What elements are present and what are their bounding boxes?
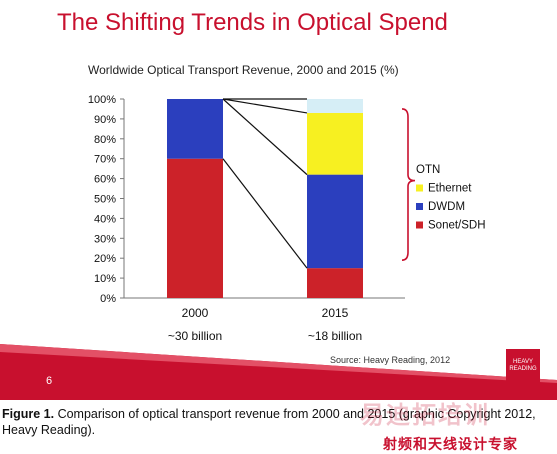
page-number: 6	[46, 375, 53, 387]
slide: 0% 10% 20% 30% 40% 50% 60% 70% 80% 90% 100% 2000 ~30…	[0, 9, 557, 400]
chart-canvas: 0% 10% 20% 30% 40% 50% 60% 70% 80% 90% 100% 2000 ~30…	[0, 94, 557, 400]
bar-segment	[307, 268, 363, 298]
y-tick-label: 90%	[94, 114, 116, 126]
legend-label: Sonet/SDH	[428, 220, 486, 232]
heavy-reading-logo: HEAVY READING	[506, 349, 540, 383]
y-tick-label: 20%	[94, 253, 116, 265]
caption-label: Figure 1.	[2, 407, 55, 421]
x-sublabel: ~18 billion	[308, 329, 362, 343]
bar-segment	[307, 99, 363, 113]
legend-swatch	[416, 221, 423, 229]
slide-title: The Shifting Trends in Optical Spend	[57, 9, 448, 36]
watermark-subtitle: 射频和天线设计专家	[383, 436, 518, 452]
x-sublabel: ~30 billion	[168, 329, 222, 343]
y-tick-label: 50%	[94, 194, 116, 206]
legend-label: Ethernet	[428, 183, 472, 195]
bar-segment	[307, 112, 363, 175]
y-tick-label: 30%	[94, 233, 116, 245]
connector-line	[222, 158, 308, 269]
y-tick-label: 80%	[94, 134, 116, 146]
y-tick-label: 10%	[94, 273, 116, 285]
chart-legend: OTN Ethernet DWDM Sonet/SDH	[416, 164, 486, 232]
y-tick-label: 100%	[88, 94, 116, 106]
x-tick-label: 2015	[322, 306, 349, 320]
connector-line	[222, 98, 308, 176]
chart-title: Worldwide Optical Transport Revenue, 200…	[88, 63, 399, 77]
source-note: Source: Heavy Reading, 2012	[330, 355, 451, 365]
logo-line-1: HEAVY	[513, 359, 533, 365]
y-tick-label: 0%	[100, 293, 116, 305]
y-tick-label: 40%	[94, 213, 116, 225]
chart-connectors	[222, 98, 416, 269]
bar-segment	[167, 158, 223, 298]
x-tick-label: 2000	[182, 306, 209, 320]
caption-text: Comparison of optical transport revenue …	[2, 407, 536, 437]
watermark-title: 易迪拓培训	[360, 402, 490, 429]
y-tick-label: 60%	[94, 174, 116, 186]
figure-caption: Figure 1. Comparison of optical transpor…	[2, 406, 557, 438]
legend-bracket	[401, 108, 416, 261]
legend-swatch	[416, 184, 423, 192]
legend-swatch	[416, 203, 423, 210]
chart-bars	[167, 99, 363, 298]
legend-label: OTN	[416, 164, 440, 176]
y-tick-label: 70%	[94, 154, 116, 166]
chart-axes: 0% 10% 20% 30% 40% 50% 60% 70% 80% 90% 100% 2000 ~30…	[88, 94, 405, 343]
legend-label: DWDM	[428, 201, 465, 213]
red-swoosh-highlight	[0, 344, 557, 383]
bar-segment	[167, 99, 223, 159]
logo-line-2: READING	[509, 366, 537, 372]
bar-segment	[307, 174, 363, 269]
connector-line	[222, 98, 308, 114]
